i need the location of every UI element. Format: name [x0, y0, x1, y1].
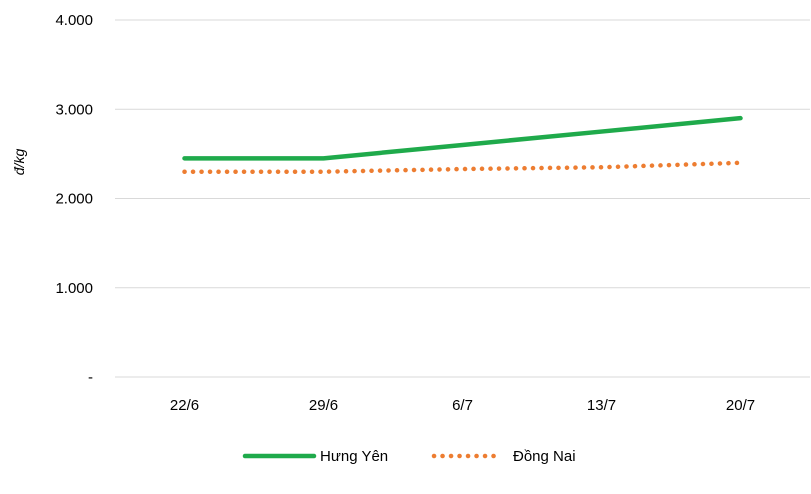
x-tick-label: 20/7 [726, 397, 755, 414]
legend-label-1: Hưng Yên [320, 448, 388, 465]
x-tick-label: 6/7 [452, 397, 473, 414]
y-tick-label: 4.000 [55, 12, 93, 29]
series-line-2 [182, 160, 743, 174]
series-lines [182, 115, 743, 174]
y-tick-label: 2.000 [55, 191, 93, 208]
legend: Hưng Yên Đồng Nai [242, 448, 576, 465]
x-tick-label: 22/6 [170, 397, 199, 414]
y-tick-label: - [88, 369, 93, 386]
x-tick-label: 13/7 [587, 397, 616, 414]
y-axis-ticks: - 1.000 2.000 3.000 4.000 [55, 12, 93, 386]
y-tick-label: 1.000 [55, 280, 93, 297]
x-axis-ticks: 22/6 29/6 6/7 13/7 20/7 [170, 397, 755, 414]
y-tick-label: 3.000 [55, 101, 93, 118]
gridlines [115, 19, 810, 289]
series-line-1 [182, 115, 743, 161]
y-axis-label: đ/kg [11, 149, 27, 176]
x-tick-label: 29/6 [309, 397, 338, 414]
legend-label-2: Đồng Nai [513, 448, 576, 465]
